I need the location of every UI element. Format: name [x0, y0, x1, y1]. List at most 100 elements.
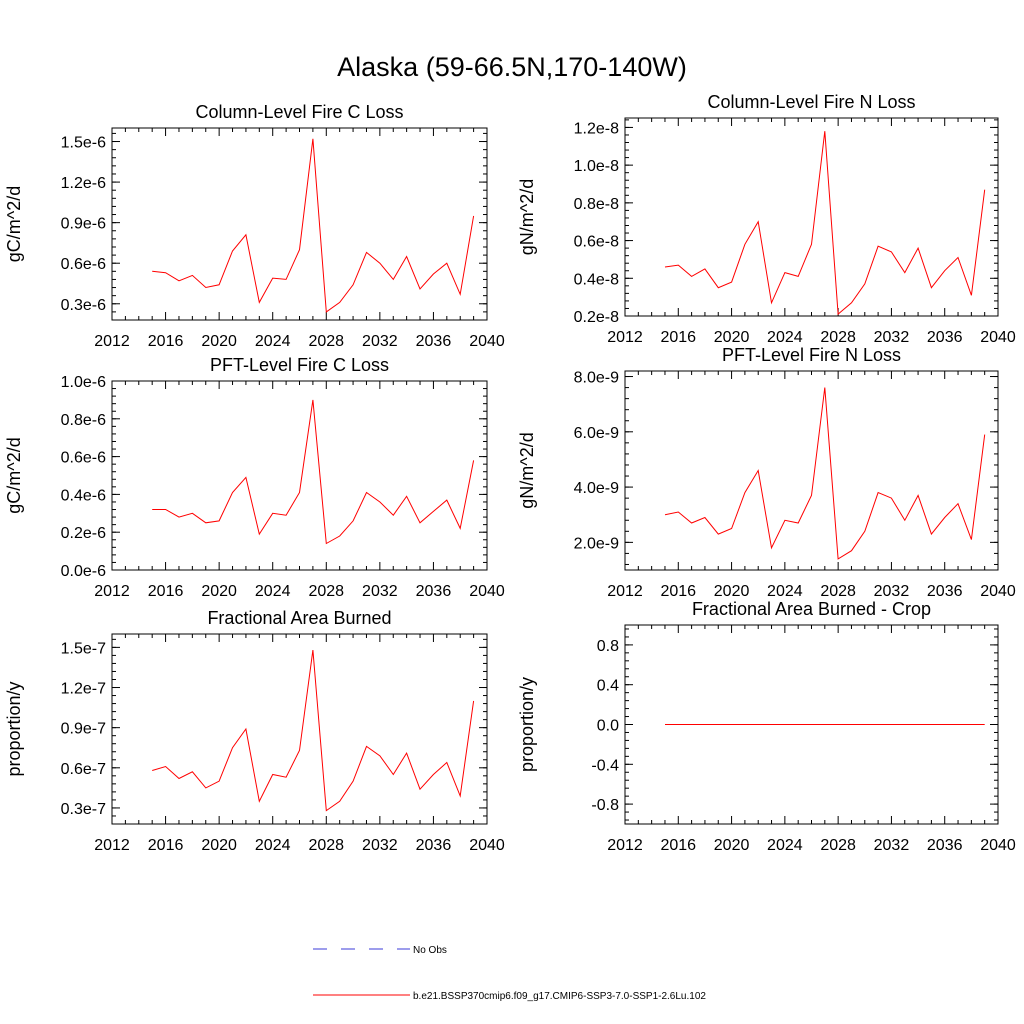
y-axis-label: gN/m^2/d: [517, 432, 537, 508]
x-tick-label: 2028: [308, 837, 344, 854]
x-tick-label: 2032: [874, 837, 910, 854]
series-line: [152, 138, 475, 313]
y-tick-label: 0.0e-6: [61, 563, 106, 580]
y-tick-label: 0.8e-8: [574, 196, 619, 213]
x-tick-label: 2032: [362, 333, 398, 350]
y-tick-label: -0.8: [591, 797, 619, 814]
x-tick-label: 2032: [874, 583, 910, 600]
x-tick-label: 2020: [714, 329, 750, 346]
y-tick-label: 1.2e-6: [61, 175, 106, 192]
y-axis-label: proportion/y: [517, 677, 537, 772]
legend: No Obs b.e21.BSSP370cmip6.f09_g17.CMIP6-…: [313, 945, 706, 1002]
x-tick-label: 2016: [660, 583, 696, 600]
chart-panel-area-burned-crop: Fractional Area Burned - Crop proportion/…: [517, 599, 1016, 854]
plot-frame: [624, 117, 999, 317]
y-axis-label: gC/m^2/d: [4, 186, 24, 262]
x-tick-label: 2036: [927, 583, 963, 600]
plot-frame: [624, 370, 999, 571]
x-tick-label: 2032: [874, 329, 910, 346]
x-tick-label: 2040: [980, 583, 1016, 600]
chart-title: Column-Level Fire C Loss: [195, 102, 403, 122]
x-tick-label: 2024: [255, 837, 291, 854]
x-tick-label: 2024: [255, 583, 291, 600]
x-tick-label: 2016: [148, 583, 184, 600]
chart-panel-column-n: Column-Level Fire N Loss gN/m^2/d 2012 2016…: [517, 92, 1016, 346]
x-tick-label: 2036: [416, 837, 452, 854]
y-tick-label: 0.9e-6: [61, 216, 106, 233]
x-tick-label: 2024: [767, 583, 803, 600]
series-line: [152, 650, 475, 812]
chart-panel-column-c: Column-Level Fire C Loss gC/m^2/d 2012 2016…: [4, 102, 505, 350]
y-tick-label: 0.2e-6: [61, 525, 106, 542]
x-tick-label: 2040: [980, 837, 1016, 854]
legend-label-model: b.e21.BSSP370cmip6.f09_g17.CMIP6-SSP3-7.…: [413, 991, 706, 1002]
x-tick-label: 2012: [607, 329, 643, 346]
y-axis-label: gC/m^2/d: [4, 437, 24, 513]
x-tick-label: 2028: [308, 333, 344, 350]
y-tick-label: 0.8: [597, 638, 619, 655]
chart-title: Column-Level Fire N Loss: [707, 92, 915, 112]
chart-panel-pft-c: PFT-Level Fire C Loss gC/m^2/d 2012 2016 202…: [4, 355, 505, 600]
y-tick-label: 0.6e-6: [61, 256, 106, 273]
y-tick-label: 0.8e-6: [61, 412, 106, 429]
x-tick-label: 2040: [469, 837, 505, 854]
plot-frame: [111, 127, 488, 321]
x-tick-label: 2028: [820, 329, 856, 346]
x-tick-label: 2036: [416, 333, 452, 350]
x-tick-label: 2036: [927, 329, 963, 346]
plot-frame: [111, 633, 488, 825]
chart-panel-pft-n: PFT-Level Fire N Loss gN/m^2/d 2012 2016 202…: [517, 345, 1016, 600]
x-tick-label: 2016: [660, 837, 696, 854]
x-tick-label: 2028: [308, 583, 344, 600]
x-tick-label: 2024: [767, 837, 803, 854]
plot-frame: [111, 380, 488, 571]
page-title: Alaska (59-66.5N,170-140W): [337, 52, 687, 82]
series-line: [664, 131, 986, 316]
x-tick-label: 2036: [416, 583, 452, 600]
y-tick-label: 1.2e-7: [61, 681, 106, 698]
x-tick-label: 2040: [980, 329, 1016, 346]
x-tick-label: 2020: [201, 583, 237, 600]
x-tick-label: 2016: [148, 333, 184, 350]
chart-panel-area-burned: Fractional Area Burned proportion/y 2012 20…: [4, 608, 505, 854]
y-tick-label: 0.6e-7: [61, 761, 106, 778]
series-line: [664, 387, 986, 560]
x-tick-label: 2020: [714, 837, 750, 854]
y-tick-label: 1.5e-6: [61, 135, 106, 152]
y-tick-label: -0.4: [591, 757, 619, 774]
x-tick-label: 2012: [607, 837, 643, 854]
chart-title: PFT-Level Fire N Loss: [722, 345, 901, 365]
y-tick-label: 1.0e-6: [61, 374, 106, 391]
y-tick-label: 0.9e-7: [61, 721, 106, 738]
x-tick-label: 2032: [362, 583, 398, 600]
y-tick-label: 2.0e-9: [574, 535, 619, 552]
x-tick-label: 2040: [469, 333, 505, 350]
chart-title: PFT-Level Fire C Loss: [210, 355, 389, 375]
x-tick-label: 2028: [820, 837, 856, 854]
x-tick-label: 2012: [94, 837, 130, 854]
x-tick-label: 2020: [201, 333, 237, 350]
y-tick-label: 0.3e-7: [61, 801, 106, 818]
y-tick-label: 0.4: [597, 678, 619, 695]
series-line: [152, 399, 475, 545]
x-tick-label: 2016: [660, 329, 696, 346]
y-tick-label: 0.0: [597, 718, 619, 735]
legend-label-no-obs: No Obs: [413, 945, 447, 956]
y-tick-label: 0.6e-6: [61, 450, 106, 467]
y-tick-label: 0.4e-6: [61, 487, 106, 504]
x-tick-label: 2020: [201, 837, 237, 854]
x-tick-label: 2040: [469, 583, 505, 600]
y-tick-label: 1.5e-7: [61, 640, 106, 657]
x-tick-label: 2024: [767, 329, 803, 346]
x-tick-label: 2020: [714, 583, 750, 600]
x-tick-label: 2028: [820, 583, 856, 600]
y-axis-label: gN/m^2/d: [517, 179, 537, 255]
x-tick-label: 2024: [255, 333, 291, 350]
y-tick-label: 1.0e-8: [574, 158, 619, 175]
y-tick-label: 8.0e-9: [574, 370, 619, 387]
x-tick-label: 2036: [927, 837, 963, 854]
y-tick-label: 0.6e-8: [574, 234, 619, 251]
x-tick-label: 2032: [362, 837, 398, 854]
chart-title: Fractional Area Burned: [207, 608, 391, 628]
